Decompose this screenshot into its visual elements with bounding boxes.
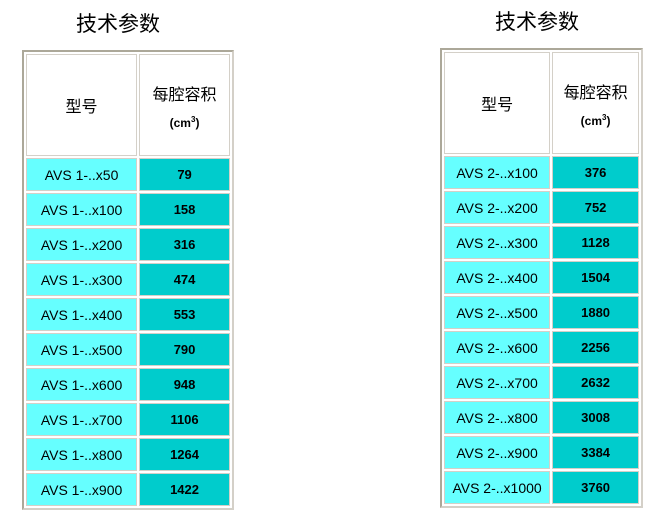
model-cell: AVS 2-..x500 xyxy=(444,296,551,329)
volume-cell: 1264 xyxy=(139,438,230,471)
volume-cell: 1106 xyxy=(139,403,230,436)
model-cell: AVS 1-..x100 xyxy=(26,193,138,226)
spec-table-2: 型号 每腔容积 (cm3) AVS 2-..x100 376 AVS 2-..x200 7… xyxy=(440,48,643,508)
volume-cell: 79 xyxy=(139,158,230,191)
model-cell: AVS 2-..x800 xyxy=(444,401,551,434)
table-row: AVS 1-..x500 790 xyxy=(26,333,230,366)
model-cell: AVS 1-..x600 xyxy=(26,368,138,401)
model-cell: AVS 2-..x1000 xyxy=(444,471,551,504)
unit-base: (cm xyxy=(580,113,603,128)
unit-close: ) xyxy=(606,113,611,128)
header-row: 型号 每腔容积 (cm3) xyxy=(444,52,639,154)
unit-label: (cm3) xyxy=(553,113,638,128)
unit-base: (cm xyxy=(169,115,191,130)
unit-exponent: 3 xyxy=(602,112,607,122)
volume-cell: 752 xyxy=(552,191,639,224)
table-row: AVS 2-..x900 3384 xyxy=(444,436,639,469)
table-row: AVS 2-..x100 376 xyxy=(444,156,639,189)
model-cell: AVS 2-..x400 xyxy=(444,261,551,294)
model-cell: AVS 1-..x300 xyxy=(26,263,138,296)
model-cell: AVS 2-..x200 xyxy=(444,191,551,224)
table-row: AVS 1-..x600 948 xyxy=(26,368,230,401)
volume-cell: 158 xyxy=(139,193,230,226)
table-row: AVS 2-..x800 3008 xyxy=(444,401,639,434)
spec-table-1: 型号 每腔容积 (cm3) AVS 1-..x50 79 AVS 1-..x100 158… xyxy=(22,50,234,510)
table-row: AVS 2-..x300 1128 xyxy=(444,226,639,259)
table-row: AVS 1-..x100 158 xyxy=(26,193,230,226)
table-row: AVS 1-..x700 1106 xyxy=(26,403,230,436)
model-cell: AVS 1-..x500 xyxy=(26,333,138,366)
model-cell: AVS 1-..x200 xyxy=(26,228,138,261)
volume-cell: 3008 xyxy=(552,401,639,434)
table-2-title: 技术参数 xyxy=(495,11,579,34)
volume-cell: 790 xyxy=(139,333,230,366)
table-row: AVS 2-..x1000 3760 xyxy=(444,471,639,504)
model-cell: AVS 2-..x700 xyxy=(444,366,551,399)
table-row: AVS 1-..x900 1422 xyxy=(26,473,230,506)
table-row: AVS 2-..x700 2632 xyxy=(444,366,639,399)
model-cell: AVS 2-..x600 xyxy=(444,331,551,364)
table-row: AVS 2-..x600 2256 xyxy=(444,331,639,364)
volume-cell: 1880 xyxy=(552,296,639,329)
model-cell: AVS 2-..x900 xyxy=(444,436,551,469)
volume-cell: 376 xyxy=(552,156,639,189)
unit-exponent: 3 xyxy=(190,114,196,124)
volume-header: 每腔容积 (cm3) xyxy=(552,52,639,154)
volume-cell: 3384 xyxy=(552,436,639,469)
unit-close: ) xyxy=(195,115,200,130)
volume-cell: 2256 xyxy=(552,331,639,364)
volume-cell: 3760 xyxy=(552,471,639,504)
volume-cell: 1504 xyxy=(552,261,639,294)
table-row: AVS 2-..x500 1880 xyxy=(444,296,639,329)
model-cell: AVS 2-..x100 xyxy=(444,156,551,189)
volume-cell: 553 xyxy=(139,298,230,331)
volume-cell: 1422 xyxy=(139,473,230,506)
model-header: 型号 xyxy=(444,52,551,154)
volume-cell: 2632 xyxy=(552,366,639,399)
unit-label: (cm3) xyxy=(140,115,229,130)
header-row: 型号 每腔容积 (cm3) xyxy=(26,54,230,156)
model-cell: AVS 1-..x700 xyxy=(26,403,138,436)
table-row: AVS 1-..x200 316 xyxy=(26,228,230,261)
volume-header: 每腔容积 (cm3) xyxy=(139,54,230,156)
volume-cell: 316 xyxy=(139,228,230,261)
table-row: AVS 2-..x200 752 xyxy=(444,191,639,224)
table-row: AVS 1-..x800 1264 xyxy=(26,438,230,471)
table-row: AVS 1-..x300 474 xyxy=(26,263,230,296)
volume-cell: 474 xyxy=(139,263,230,296)
table-1-title: 技术参数 xyxy=(76,13,160,36)
table-row: AVS 2-..x400 1504 xyxy=(444,261,639,294)
model-cell: AVS 1-..x800 xyxy=(26,438,138,471)
table-row: AVS 1-..x50 79 xyxy=(26,158,230,191)
table-row: AVS 1-..x400 553 xyxy=(26,298,230,331)
volume-label: 每腔容积 xyxy=(563,84,628,102)
volume-cell: 1128 xyxy=(552,226,639,259)
volume-label: 每腔容积 xyxy=(152,86,217,104)
model-cell: AVS 1-..x900 xyxy=(26,473,138,506)
volume-cell: 948 xyxy=(139,368,230,401)
model-cell: AVS 2-..x300 xyxy=(444,226,551,259)
model-header: 型号 xyxy=(26,54,138,156)
model-cell: AVS 1-..x50 xyxy=(26,158,138,191)
model-cell: AVS 1-..x400 xyxy=(26,298,138,331)
